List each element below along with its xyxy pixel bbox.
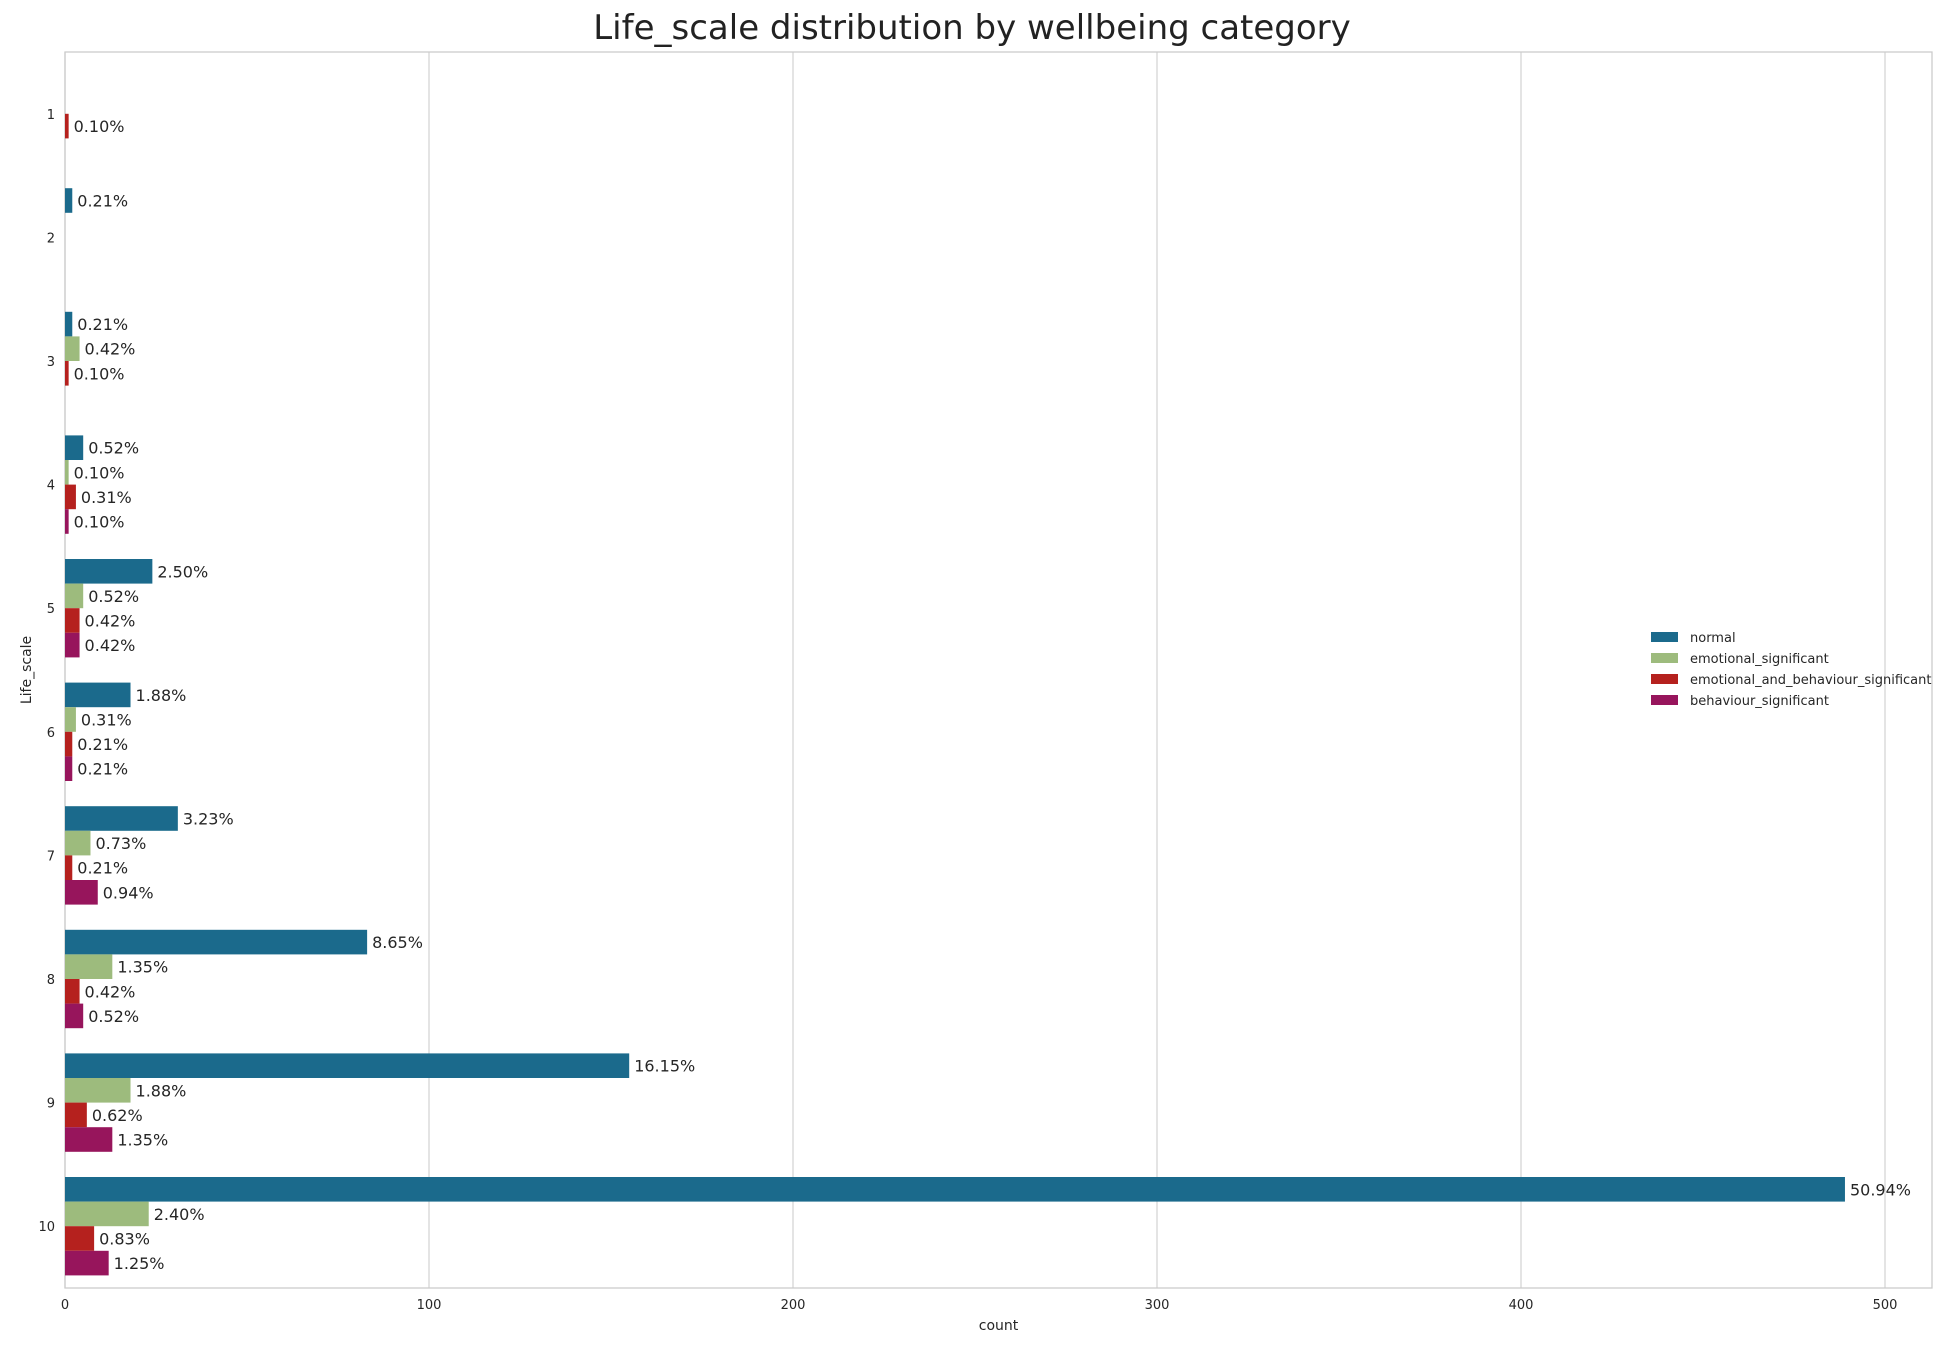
legend-swatch [1651,632,1678,642]
data-label: 0.21% [77,192,128,211]
bar [65,1127,113,1152]
data-label: 0.52% [88,1007,139,1026]
bar [65,682,131,708]
legend-swatch [1651,653,1678,663]
bar [65,1250,109,1276]
bar [65,608,80,633]
data-label: 0.94% [103,883,154,902]
data-label: 0.42% [85,982,136,1001]
data-label: 0.42% [85,340,136,359]
x-tick-label: 500 [1873,1298,1898,1313]
bar [65,188,73,213]
bar [65,1177,1845,1202]
data-label: 0.21% [77,315,128,334]
data-label: 0.10% [74,513,125,532]
x-axis-label: count [979,1318,1019,1334]
legend-label: behaviour_significant [1690,694,1829,709]
y-tick-label: 4 [47,479,55,494]
bar [65,1226,95,1251]
bar [65,460,69,485]
chart-title: Life_scale distribution by wellbeing cat… [593,8,1351,48]
bar [65,855,73,880]
y-tick-label: 6 [47,726,55,741]
data-label: 1.25% [114,1254,165,1273]
plot-frame [64,51,1933,1289]
data-label: 1.35% [117,958,168,977]
bar [65,731,73,757]
data-label: 0.52% [88,587,139,606]
bar [65,509,69,534]
data-label: 0.10% [74,463,125,482]
bar [65,336,80,361]
bar [65,583,84,609]
y-tick-label: 2 [47,231,55,246]
legend-label: emotional_significant [1690,652,1829,667]
bar [65,830,91,856]
bar [65,880,98,905]
data-label: 3.23% [183,810,234,829]
y-axis-label: Life_scale [19,636,35,704]
bar [65,1201,149,1227]
y-tick-label: 8 [47,973,55,988]
bar [65,632,80,658]
y-tick-label: 5 [47,602,55,617]
data-label: 0.10% [74,117,125,136]
data-label: 0.42% [85,612,136,631]
bar [65,435,84,460]
data-label: 0.42% [85,636,136,655]
bar [65,559,153,584]
legend-label: normal [1690,631,1736,646]
data-label: 1.88% [136,1081,187,1100]
bar [65,756,73,781]
x-tick-label: 100 [417,1298,442,1313]
data-label: 0.21% [77,859,128,878]
x-tick-label: 0 [61,1298,69,1313]
bar [65,361,69,386]
data-label: 16.15% [634,1057,695,1076]
data-label: 0.52% [88,439,139,458]
bar [65,1078,131,1103]
bar [65,113,69,139]
data-label: 0.21% [77,735,128,754]
bar [65,979,80,1004]
data-label: 0.10% [74,364,125,383]
data-label: 2.50% [157,562,208,581]
bar [65,954,113,979]
bar [65,707,76,732]
bar [65,1102,87,1128]
data-label: 50.94% [1850,1180,1911,1199]
y-tick-label: 10 [38,1220,55,1235]
bar [65,1053,630,1078]
legend-swatch [1651,674,1678,684]
data-label: 0.73% [95,834,146,853]
y-tick-label: 3 [47,355,55,370]
bar [65,484,76,510]
data-label: 1.35% [117,1131,168,1150]
legend-label: emotional_and_behaviour_significant [1690,673,1931,688]
legend-swatch [1651,695,1678,705]
data-label: 0.83% [99,1230,150,1249]
bar [65,806,178,831]
data-label: 0.21% [77,760,128,779]
data-label: 0.31% [81,711,132,730]
y-tick-label: 9 [47,1097,55,1112]
data-label: 0.31% [81,488,132,507]
bar [65,311,73,337]
y-tick-label: 7 [47,849,55,864]
bar [65,929,368,955]
data-label: 8.65% [372,933,423,952]
data-label: 1.88% [136,686,187,705]
x-tick-label: 400 [1509,1298,1534,1313]
x-tick-label: 300 [1145,1298,1170,1313]
x-tick-label: 200 [781,1298,806,1313]
data-label: 0.62% [92,1106,143,1125]
data-label: 2.40% [154,1205,205,1224]
bar [65,1003,84,1029]
y-tick-label: 1 [47,108,55,123]
